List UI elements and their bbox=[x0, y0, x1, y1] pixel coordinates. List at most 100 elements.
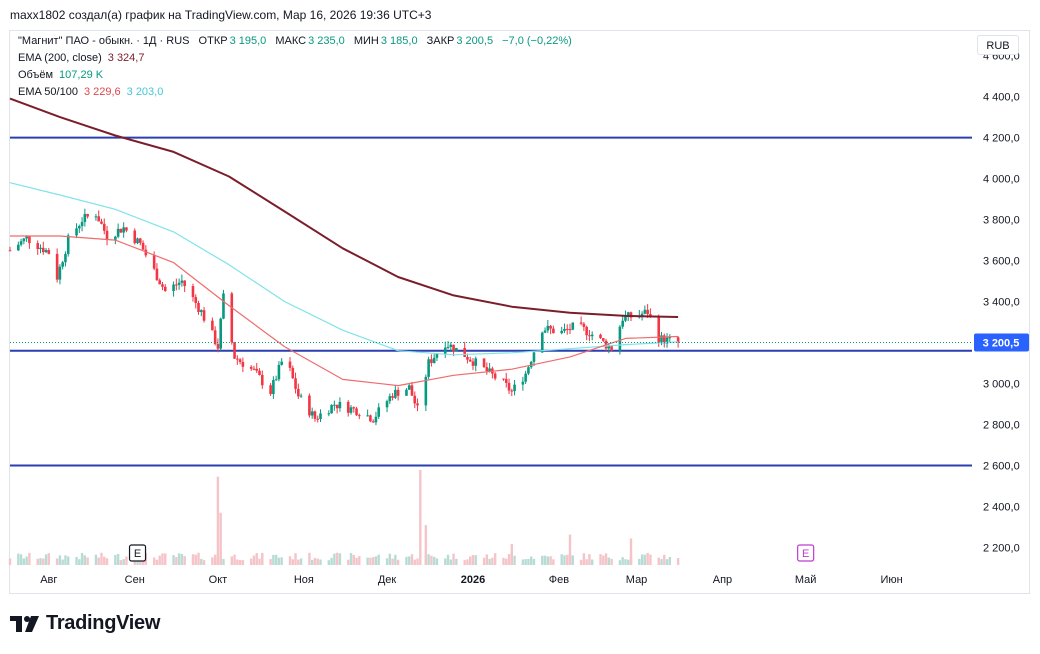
legend-symbol-name: "Магнит" ПАО - обыкн. · 1Д · RUS bbox=[18, 35, 190, 47]
volume-bar bbox=[485, 554, 489, 565]
earnings-event-icon bbox=[797, 544, 815, 562]
x-tick-label: Фев bbox=[549, 574, 569, 586]
volume-bar bbox=[552, 559, 555, 565]
volume-bar bbox=[377, 554, 380, 565]
candle-body bbox=[662, 335, 666, 344]
candle-body bbox=[230, 293, 234, 343]
volume-bar bbox=[463, 560, 466, 565]
volume-bar bbox=[444, 558, 447, 565]
earnings-event-icon bbox=[128, 544, 147, 562]
volume-bar bbox=[566, 554, 569, 565]
volume-bar bbox=[410, 554, 414, 565]
candle-body bbox=[22, 238, 26, 242]
candle-body bbox=[39, 247, 42, 250]
volume-bar bbox=[80, 552, 84, 565]
volume-bar bbox=[391, 558, 394, 565]
candle-body bbox=[424, 376, 428, 406]
candle-body bbox=[624, 315, 627, 321]
candle-body bbox=[41, 247, 45, 253]
volume-bar bbox=[416, 558, 419, 565]
candle-body bbox=[560, 330, 563, 334]
candle-body bbox=[319, 413, 322, 419]
volume-bar bbox=[75, 556, 78, 565]
legend-symbol-row[interactable]: "Магнит" ПАО - обыкн. · 1Д · RUS ОТКР 3 1… bbox=[18, 35, 574, 47]
candle-body bbox=[100, 221, 103, 224]
currency-button[interactable]: RUB bbox=[977, 35, 1019, 55]
candle-body bbox=[488, 368, 491, 372]
x-tick-label: Июн bbox=[880, 574, 902, 586]
volume-bar bbox=[125, 556, 128, 565]
volume-bar bbox=[582, 553, 586, 565]
candle-body bbox=[141, 242, 145, 250]
legend-high-value: 3 235,0 bbox=[308, 35, 345, 47]
legend-ema200-row[interactable]: EMA (200, close) 3 324,7 bbox=[18, 52, 146, 64]
volume-bar bbox=[621, 557, 624, 565]
volume-bar bbox=[640, 554, 644, 565]
volume-bar bbox=[427, 554, 430, 565]
volume-bar bbox=[588, 554, 591, 565]
candle-body bbox=[502, 378, 505, 380]
volume-bar bbox=[8, 558, 12, 565]
x-tick-label: Май bbox=[795, 574, 817, 586]
candle-body bbox=[643, 309, 647, 314]
volume-bar bbox=[335, 552, 339, 565]
candle-body bbox=[413, 395, 417, 404]
candle-body bbox=[241, 361, 245, 367]
candle-body bbox=[607, 346, 611, 349]
candle-body bbox=[546, 325, 550, 331]
volume-bar bbox=[579, 559, 583, 565]
volume-bar bbox=[452, 553, 455, 565]
candle-body bbox=[358, 415, 361, 417]
volume-bar bbox=[374, 556, 378, 565]
volume-bar bbox=[83, 555, 87, 565]
volume-bar bbox=[585, 559, 588, 565]
volume-bar bbox=[532, 558, 536, 565]
volume-bar bbox=[455, 558, 458, 565]
candle-body bbox=[327, 413, 331, 415]
volume-bar bbox=[502, 557, 505, 565]
volume-bar bbox=[352, 554, 355, 565]
ema200-line bbox=[9, 97, 679, 318]
volume-bar bbox=[269, 559, 272, 565]
candle-body bbox=[252, 368, 256, 370]
legend-volume-value: 107,29 K bbox=[59, 69, 104, 81]
volume-bar bbox=[471, 554, 475, 565]
volume-bar bbox=[358, 556, 361, 565]
candle-body bbox=[202, 310, 206, 321]
footer-branding: TradingView bbox=[10, 612, 160, 635]
volume-bar bbox=[521, 559, 525, 565]
candle-body bbox=[485, 367, 489, 372]
volume-bar bbox=[676, 558, 680, 565]
candle-body bbox=[102, 223, 106, 231]
earnings-event-label: E bbox=[134, 548, 141, 560]
candle-body bbox=[446, 346, 450, 348]
volume-bar bbox=[183, 556, 186, 565]
y-tick-label: 4 200,0 bbox=[983, 133, 1020, 145]
volume-bar bbox=[261, 552, 264, 565]
legend-volume-row[interactable]: Объём 107,29 K bbox=[18, 69, 105, 81]
legend-ema50-100-row[interactable]: EMA 50/100 3 229,6 3 203,0 bbox=[18, 86, 165, 98]
x-tick-label: Ноя bbox=[294, 574, 314, 586]
volume-bar bbox=[216, 476, 220, 565]
candle-body bbox=[571, 322, 575, 330]
candle-body bbox=[629, 312, 633, 318]
volume-bar bbox=[469, 556, 472, 565]
candle-body bbox=[97, 216, 101, 222]
volume-bar bbox=[488, 558, 491, 565]
volume-bar bbox=[663, 554, 666, 565]
candle-body bbox=[199, 310, 203, 312]
volume-bar bbox=[291, 559, 294, 565]
candle-body bbox=[471, 361, 475, 366]
candle-body bbox=[590, 334, 594, 337]
volume-bar bbox=[233, 554, 236, 565]
volume-bar bbox=[419, 470, 422, 565]
candle-body bbox=[258, 370, 261, 375]
candle-body bbox=[394, 389, 397, 398]
last-price-label-bg bbox=[974, 333, 1029, 352]
candle-body bbox=[177, 282, 181, 285]
volume-bar bbox=[668, 557, 672, 565]
volume-bar bbox=[164, 553, 167, 565]
candle-body bbox=[161, 284, 164, 287]
